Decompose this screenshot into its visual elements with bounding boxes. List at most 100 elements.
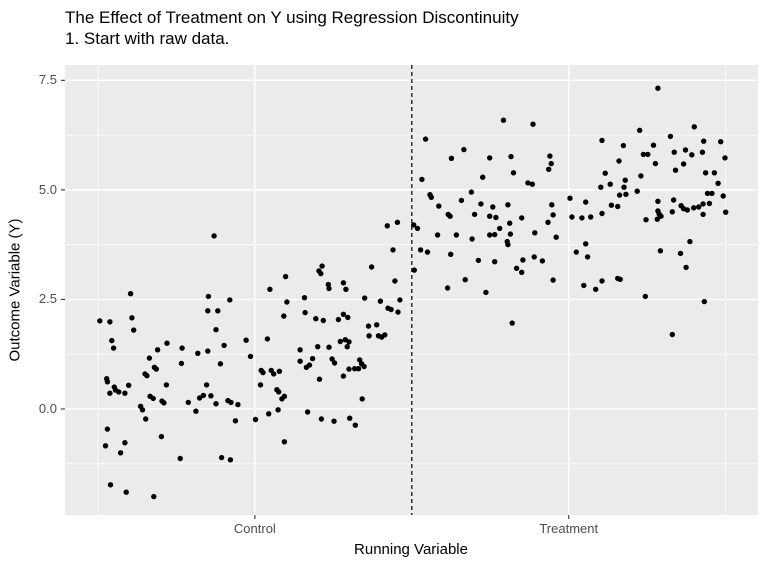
data-point — [588, 214, 594, 220]
data-point — [483, 289, 489, 296]
data-point — [346, 339, 352, 345]
data-point — [196, 395, 203, 401]
data-point — [671, 149, 677, 155]
data-point — [252, 416, 259, 423]
data-point — [711, 170, 718, 176]
y-tick-label: 2.5 — [38, 291, 57, 307]
data-point — [617, 276, 623, 282]
data-point — [706, 200, 713, 207]
data-point — [492, 231, 498, 238]
data-point — [567, 195, 573, 201]
data-point — [297, 347, 303, 353]
data-point — [203, 382, 210, 388]
data-point — [177, 455, 183, 462]
data-point — [107, 482, 114, 488]
data-point — [374, 322, 380, 328]
data-point — [616, 158, 622, 164]
data-point — [573, 249, 579, 255]
data-point — [368, 264, 375, 270]
data-point — [215, 308, 221, 314]
data-point — [638, 173, 644, 179]
data-point — [179, 345, 185, 351]
data-point — [276, 368, 283, 374]
data-point — [722, 155, 728, 161]
data-point — [131, 327, 137, 333]
data-point — [652, 160, 659, 167]
data-point — [200, 392, 207, 399]
data-point — [608, 202, 615, 208]
data-point — [377, 298, 384, 304]
data-point — [704, 190, 711, 197]
data-point — [487, 232, 493, 238]
data-point — [397, 297, 403, 303]
data-point — [126, 382, 132, 388]
data-point — [331, 418, 337, 424]
plot-title-line2: 1. Start with raw data. — [65, 29, 230, 48]
data-point — [550, 277, 556, 283]
data-point — [579, 215, 585, 221]
data-point — [104, 379, 111, 385]
data-point — [462, 277, 468, 283]
data-point — [150, 395, 156, 402]
data-point — [151, 493, 157, 500]
data-point — [154, 347, 161, 353]
data-point — [164, 340, 170, 346]
data-point — [319, 263, 325, 269]
data-point — [615, 203, 621, 210]
data-point — [390, 247, 396, 253]
data-point — [359, 396, 365, 402]
data-point — [530, 121, 536, 127]
data-point — [469, 236, 475, 242]
data-point — [702, 170, 709, 176]
data-point — [645, 151, 651, 158]
data-point — [271, 371, 277, 377]
data-point — [546, 166, 552, 172]
data-point — [97, 318, 103, 324]
data-point — [302, 309, 308, 316]
data-point — [520, 257, 526, 263]
data-point — [227, 297, 233, 303]
data-point — [621, 184, 627, 190]
data-point — [260, 369, 266, 376]
data-point — [643, 217, 649, 223]
data-point — [217, 361, 224, 367]
data-point — [642, 293, 648, 300]
data-point — [352, 422, 358, 428]
data-point — [687, 238, 693, 245]
data-point — [345, 314, 351, 321]
data-point — [129, 315, 135, 321]
data-point — [689, 152, 695, 158]
data-point — [320, 317, 326, 324]
data-point — [178, 360, 185, 367]
data-point — [301, 295, 308, 301]
data-point — [545, 219, 551, 225]
data-point — [509, 320, 515, 326]
data-point — [620, 142, 627, 149]
data-point — [313, 316, 319, 322]
data-point — [497, 225, 503, 232]
data-point — [185, 399, 191, 406]
data-point — [382, 332, 388, 338]
data-point — [116, 389, 122, 395]
data-point — [102, 443, 109, 449]
data-point — [569, 214, 575, 220]
data-point — [468, 189, 475, 195]
data-point — [493, 214, 499, 221]
data-point — [602, 170, 608, 176]
data-point — [361, 363, 367, 370]
data-point — [195, 350, 201, 356]
data-point — [304, 409, 311, 415]
data-point — [548, 160, 554, 167]
data-point — [471, 211, 478, 218]
data-point — [243, 337, 249, 343]
data-point — [550, 212, 556, 218]
data-point — [365, 323, 372, 329]
data-point — [684, 207, 691, 213]
data-point — [221, 342, 227, 349]
data-point — [205, 308, 211, 314]
data-point — [532, 230, 538, 236]
data-point — [654, 216, 660, 222]
data-point — [340, 373, 347, 379]
